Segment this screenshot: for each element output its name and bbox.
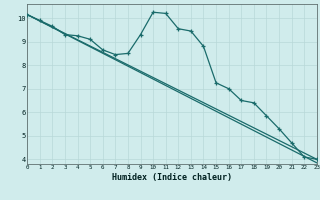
X-axis label: Humidex (Indice chaleur): Humidex (Indice chaleur) (112, 173, 232, 182)
